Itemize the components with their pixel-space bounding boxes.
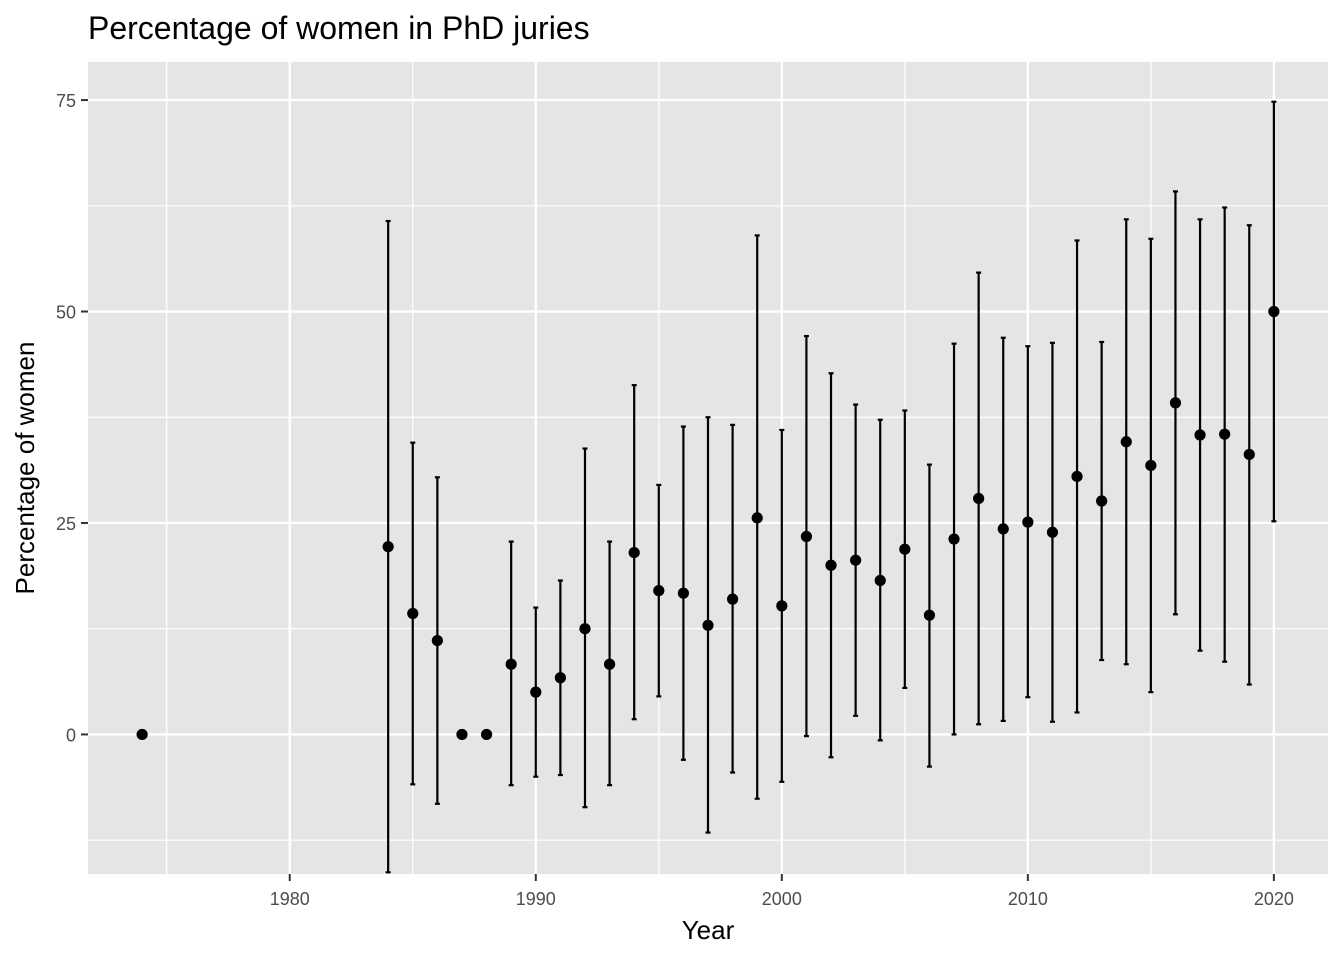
y-tick-label: 25 <box>56 514 76 534</box>
data-point <box>136 728 148 741</box>
chart-title: Percentage of women in PhD juries <box>88 10 590 46</box>
data-point <box>1022 516 1034 528</box>
data-point <box>505 658 517 670</box>
data-point <box>948 533 960 545</box>
data-point <box>431 634 443 647</box>
data-point <box>1219 428 1231 440</box>
data-point <box>1046 526 1059 538</box>
data-point <box>1169 397 1182 409</box>
data-point <box>480 728 493 741</box>
data-point <box>628 546 640 559</box>
y-axis-title: Percentage of women <box>10 342 40 595</box>
data-point <box>1194 429 1206 441</box>
data-point <box>751 512 763 524</box>
data-point <box>1120 436 1132 448</box>
data-point <box>382 541 394 553</box>
data-point <box>727 593 739 605</box>
x-tick-label: 2020 <box>1254 889 1294 909</box>
x-tick-label: 2000 <box>762 889 802 909</box>
data-point <box>850 554 862 566</box>
data-point <box>899 543 911 555</box>
x-tick-label: 1980 <box>270 889 310 909</box>
data-point <box>825 559 837 571</box>
x-tick-label: 1990 <box>516 889 556 909</box>
data-point <box>530 686 542 698</box>
data-point <box>1243 448 1255 461</box>
data-point <box>776 600 788 612</box>
axis-ticks: 1980 1990 2000 2010 2020 0 25 50 75 <box>56 91 1294 909</box>
data-point <box>1145 459 1157 472</box>
data-point <box>997 523 1009 535</box>
data-point <box>554 672 566 684</box>
data-point <box>677 587 689 599</box>
data-point <box>973 492 985 505</box>
data-point <box>456 728 468 741</box>
data-point <box>702 619 714 631</box>
data-point <box>874 574 886 587</box>
data-point <box>407 607 419 620</box>
x-axis-title: Year <box>682 915 735 945</box>
y-tick-label: 75 <box>56 91 76 111</box>
data-point <box>603 658 616 670</box>
x-tick-label: 2010 <box>1008 889 1048 909</box>
data-point <box>1071 470 1083 483</box>
y-tick-label: 50 <box>56 303 76 323</box>
data-point <box>800 530 813 543</box>
data-point <box>923 609 936 621</box>
data-point <box>1268 305 1280 318</box>
data-points <box>136 100 1280 874</box>
data-point <box>579 623 591 635</box>
data-point <box>1096 495 1108 507</box>
data-point <box>653 585 665 597</box>
y-tick-label: 0 <box>66 725 76 745</box>
